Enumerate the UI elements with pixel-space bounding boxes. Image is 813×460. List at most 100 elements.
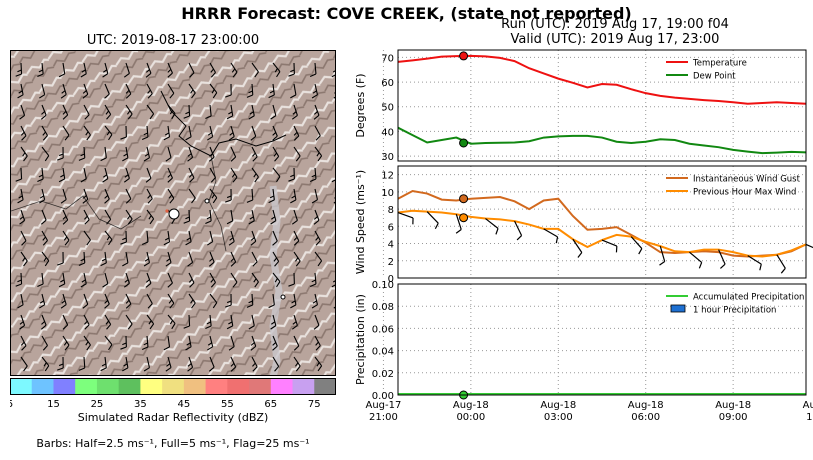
wind-barb xyxy=(291,209,298,225)
x-tick-time: 09:00 xyxy=(719,412,748,423)
wind-barb xyxy=(272,272,281,288)
wind-barb xyxy=(167,104,176,120)
time-marker xyxy=(459,213,469,223)
wind-barb xyxy=(145,272,152,288)
wind-barb xyxy=(272,251,280,267)
wind-barb xyxy=(514,220,523,241)
wind-barb xyxy=(82,83,89,99)
wind-barb xyxy=(60,83,67,99)
wind-barb xyxy=(125,293,132,309)
wind-barb xyxy=(123,62,130,78)
wind-barb xyxy=(293,146,301,162)
wind-barb xyxy=(689,251,703,269)
wind-barb xyxy=(125,314,133,330)
wind-barb xyxy=(251,251,258,267)
wind-barb xyxy=(146,188,153,204)
x-tick-time: 06:00 xyxy=(631,412,660,423)
wind-barb xyxy=(291,314,298,330)
wind-barb xyxy=(248,314,255,330)
wind-barb xyxy=(272,230,278,246)
colorbar-tick-label: 25 xyxy=(91,399,104,408)
wind-barb xyxy=(314,230,321,246)
wind-barb xyxy=(15,272,23,287)
wind-barb xyxy=(141,335,149,350)
map-title: UTC: 2019-08-17 23:00:00 xyxy=(86,33,260,48)
wind-barb xyxy=(209,272,216,288)
wind-barb xyxy=(314,356,323,372)
x-tick-date: Aug-18 xyxy=(803,400,813,411)
wind-barb xyxy=(293,335,300,351)
wind-barb xyxy=(80,167,87,183)
wind-barb xyxy=(188,188,196,204)
y-tick-label: 30 xyxy=(381,152,394,163)
y-axis-label: Precipitation (in) xyxy=(354,294,367,385)
wind-barb xyxy=(100,356,107,372)
wind-barb xyxy=(226,314,234,330)
terrain-map-canvas xyxy=(11,51,335,375)
wind-barb xyxy=(230,272,238,288)
wind-barb xyxy=(83,314,90,330)
colorbar-cell xyxy=(140,378,163,395)
y-tick-label: 2 xyxy=(388,257,394,268)
colorbar-label: Simulated Radar Reflectivity (dBZ) xyxy=(77,411,269,424)
legend: Temperature Dew Point xyxy=(666,59,747,82)
wind-barb xyxy=(228,230,235,246)
y-tick-label: 50 xyxy=(381,103,394,114)
wind-barb xyxy=(250,125,257,141)
wind-barb xyxy=(246,293,254,308)
wind-barb xyxy=(747,255,762,271)
wind-barb xyxy=(37,62,44,78)
wind-barb xyxy=(226,209,234,225)
wind-barb xyxy=(37,272,44,288)
wind-barb xyxy=(167,62,173,78)
wind-barb xyxy=(272,125,278,141)
wind-barb xyxy=(57,356,64,371)
x-tick-time: 00:00 xyxy=(456,412,485,423)
colorbar-tick-label: 35 xyxy=(134,399,147,408)
legend: Instantaneous Wind Gust Previous Hour Max… xyxy=(666,175,801,198)
legend: Accumulated Precipitation 1 hour Precipit… xyxy=(666,293,804,316)
wind-barb xyxy=(290,293,297,309)
wind-barb xyxy=(309,62,317,77)
legend-label: Accumulated Precipitation xyxy=(693,293,804,303)
wind-barb xyxy=(146,83,153,99)
wind-barb xyxy=(83,104,90,120)
wind-barb xyxy=(62,209,69,225)
wind-barb xyxy=(246,83,254,98)
x-tick-date: Aug-18 xyxy=(540,400,576,411)
wind-barb xyxy=(41,146,50,162)
wind-barb xyxy=(228,125,235,141)
wind-barb xyxy=(187,146,194,162)
wind-barb xyxy=(58,62,66,78)
wind-barb xyxy=(167,272,173,288)
wind-barb xyxy=(62,314,69,330)
colorbar-cell xyxy=(314,378,336,395)
y-axis-label: Degrees (F) xyxy=(354,73,367,137)
colorbar-cell xyxy=(10,378,33,395)
y-tick-label: 0 xyxy=(388,274,394,285)
wind-barb xyxy=(290,188,297,204)
wind-barb xyxy=(120,335,127,350)
colorbar-cell xyxy=(183,378,207,395)
y-tick-label: 70 xyxy=(381,53,394,64)
wind-barb xyxy=(57,146,64,161)
y-tick-label: 0.04 xyxy=(372,347,394,358)
wind-barb xyxy=(20,125,27,141)
colorbar-cell xyxy=(96,378,120,395)
wind-barb xyxy=(167,83,175,99)
wind-barb xyxy=(122,251,129,267)
colorbar-cell xyxy=(75,378,98,395)
wind-barb xyxy=(331,178,335,183)
wind-barb xyxy=(272,167,281,183)
wind-barb xyxy=(78,251,86,266)
wind-barb xyxy=(251,146,258,162)
colorbar-tick-label: 5 xyxy=(10,399,13,408)
wind-barb xyxy=(41,125,48,141)
wind-barb xyxy=(246,188,254,203)
wind-barb xyxy=(251,356,258,372)
wind-barb xyxy=(228,335,235,351)
wind-barb xyxy=(83,230,91,246)
wind-barb xyxy=(313,314,320,330)
wind-barb xyxy=(225,83,232,98)
wind-barb xyxy=(188,62,195,78)
